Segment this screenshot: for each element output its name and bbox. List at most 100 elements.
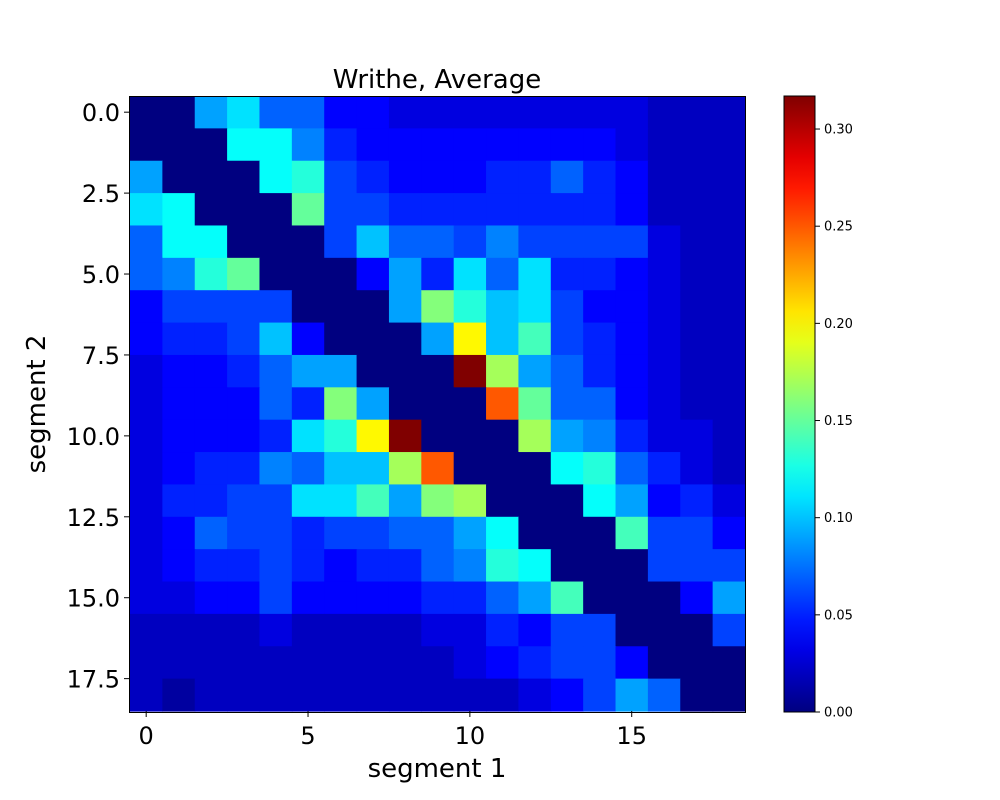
heatmap-cell: [356, 96, 390, 129]
heatmap-cell: [291, 290, 325, 324]
heatmap-cell: [421, 322, 455, 356]
heatmap-cell: [291, 646, 325, 680]
heatmap-cell: [583, 257, 617, 291]
heatmap-cell: [421, 128, 455, 162]
heatmap-cell: [647, 678, 681, 712]
heatmap-cell: [388, 387, 422, 421]
heatmap-cell: [712, 387, 746, 421]
heatmap-cell: [291, 484, 325, 518]
heatmap-cell: [356, 581, 390, 615]
heatmap-cell: [647, 128, 681, 162]
heatmap-cell: [615, 322, 649, 356]
heatmap-cell: [647, 419, 681, 453]
heatmap-cell: [583, 484, 617, 518]
heatmap-cell: [194, 96, 228, 129]
heatmap-cell: [162, 646, 196, 680]
heatmap-cell: [324, 128, 358, 162]
heatmap-cell: [324, 160, 358, 194]
heatmap-cell: [162, 387, 196, 421]
heatmap-cell: [550, 322, 584, 356]
heatmap-cell: [259, 354, 293, 388]
heatmap-cell: [615, 257, 649, 291]
heatmap-cell: [356, 322, 390, 356]
heatmap-cell: [453, 452, 487, 486]
heatmap-cell: [324, 225, 358, 259]
heatmap-cell: [194, 516, 228, 550]
x-tick-label: 0: [139, 722, 154, 750]
heatmap-cell: [712, 160, 746, 194]
heatmap-cell: [680, 354, 714, 388]
heatmap-cell: [453, 96, 487, 129]
heatmap-cell: [486, 225, 520, 259]
heatmap-cell: [130, 225, 163, 259]
heatmap-cell: [130, 678, 163, 712]
heatmap-cell: [227, 387, 261, 421]
heatmap-cell: [680, 225, 714, 259]
heatmap-cell: [130, 128, 163, 162]
heatmap-cell: [162, 516, 196, 550]
heatmap-cell: [421, 387, 455, 421]
heatmap-cell: [324, 419, 358, 453]
heatmap-cell: [130, 387, 163, 421]
heatmap-cell: [712, 452, 746, 486]
heatmap-cell: [194, 257, 228, 291]
heatmap-cell: [453, 160, 487, 194]
heatmap-cell: [486, 354, 520, 388]
heatmap-cell: [259, 96, 293, 129]
heatmap-cell: [259, 581, 293, 615]
heatmap-cell: [518, 257, 552, 291]
heatmap-cell: [486, 96, 520, 129]
heatmap-cell: [583, 646, 617, 680]
heatmap-cell: [518, 581, 552, 615]
heatmap-cell: [453, 646, 487, 680]
heatmap-cell: [259, 257, 293, 291]
heatmap-cell: [486, 160, 520, 194]
heatmap-cell: [259, 613, 293, 647]
heatmap-cells: [130, 96, 746, 712]
heatmap-cell: [615, 128, 649, 162]
heatmap-cell: [291, 419, 325, 453]
heatmap-cell: [356, 128, 390, 162]
heatmap-cell: [712, 484, 746, 518]
heatmap-cell: [647, 160, 681, 194]
heatmap-cell: [486, 549, 520, 583]
heatmap-cell: [550, 613, 584, 647]
heatmap-cell: [421, 257, 455, 291]
colorbar-tick-label: 0.20: [824, 317, 853, 332]
heatmap-cell: [550, 128, 584, 162]
heatmap-cell: [194, 452, 228, 486]
heatmap-cell: [518, 419, 552, 453]
heatmap-cell: [518, 452, 552, 486]
heatmap-cell: [680, 516, 714, 550]
heatmap-cell: [227, 322, 261, 356]
colorbar-tick-label: 0.00: [824, 706, 853, 721]
heatmap-cell: [453, 128, 487, 162]
heatmap-cell: [615, 646, 649, 680]
heatmap-cell: [130, 646, 163, 680]
y-tick-label: 15.0: [67, 585, 120, 613]
heatmap-cell: [615, 613, 649, 647]
heatmap-cell: [388, 96, 422, 129]
heatmap-cell: [712, 225, 746, 259]
heatmap-cell: [356, 354, 390, 388]
colorbar: [783, 95, 816, 713]
heatmap-cell: [291, 516, 325, 550]
heatmap-cell: [518, 613, 552, 647]
heatmap-cell: [453, 516, 487, 550]
heatmap-cell: [388, 257, 422, 291]
heatmap-cell: [324, 516, 358, 550]
heatmap-cell: [227, 678, 261, 712]
heatmap-cell: [324, 193, 358, 227]
heatmap-cell: [486, 128, 520, 162]
heatmap-cell: [453, 257, 487, 291]
heatmap-cell: [615, 160, 649, 194]
heatmap-cell: [130, 484, 163, 518]
heatmap-cell: [227, 290, 261, 324]
heatmap-cell: [712, 96, 746, 129]
heatmap-cell: [680, 96, 714, 129]
heatmap-cell: [356, 419, 390, 453]
heatmap-cell: [647, 613, 681, 647]
heatmap-cell: [291, 581, 325, 615]
heatmap-cell: [550, 354, 584, 388]
heatmap-cell: [227, 613, 261, 647]
